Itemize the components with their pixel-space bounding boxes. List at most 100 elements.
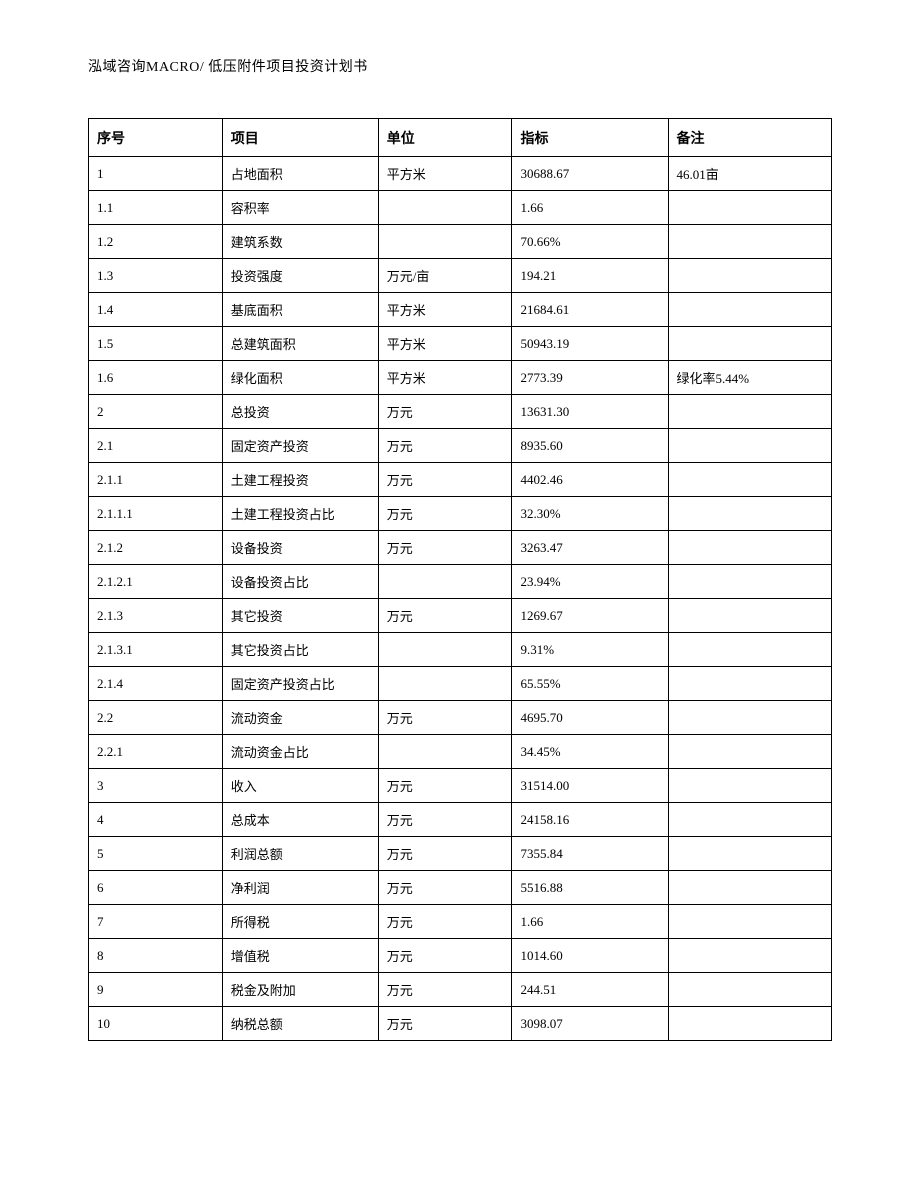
table-cell: 土建工程投资 bbox=[222, 463, 378, 497]
table-row: 2.1.4固定资产投资占比65.55% bbox=[89, 667, 832, 701]
table-cell: 绿化率5.44% bbox=[668, 361, 832, 395]
table-cell: 万元 bbox=[378, 939, 512, 973]
table-cell bbox=[668, 259, 832, 293]
table-body: 1占地面积平方米30688.6746.01亩1.1容积率1.661.2建筑系数7… bbox=[89, 157, 832, 1041]
table-cell: 平方米 bbox=[378, 157, 512, 191]
table-cell: 2.1.2 bbox=[89, 531, 223, 565]
table-cell: 2.2 bbox=[89, 701, 223, 735]
table-cell: 固定资产投资 bbox=[222, 429, 378, 463]
table-cell: 4402.46 bbox=[512, 463, 668, 497]
table-cell bbox=[668, 633, 832, 667]
table-row: 1.4基底面积平方米21684.61 bbox=[89, 293, 832, 327]
table-cell: 万元 bbox=[378, 769, 512, 803]
table-row: 1.3投资强度万元/亩194.21 bbox=[89, 259, 832, 293]
data-table: 序号 项目 单位 指标 备注 1占地面积平方米30688.6746.01亩1.1… bbox=[88, 118, 832, 1041]
table-cell: 65.55% bbox=[512, 667, 668, 701]
table-cell: 1.66 bbox=[512, 191, 668, 225]
table-cell bbox=[668, 565, 832, 599]
table-cell: 46.01亩 bbox=[668, 157, 832, 191]
page-container: 泓域咨询MACRO/ 低压附件项目投资计划书 序号 项目 单位 指标 备注 1占… bbox=[0, 0, 920, 1041]
table-cell: 1.6 bbox=[89, 361, 223, 395]
table-cell: 设备投资占比 bbox=[222, 565, 378, 599]
table-cell: 设备投资 bbox=[222, 531, 378, 565]
table-cell: 2.1.3 bbox=[89, 599, 223, 633]
table-row: 5利润总额万元7355.84 bbox=[89, 837, 832, 871]
table-row: 10纳税总额万元3098.07 bbox=[89, 1007, 832, 1041]
table-cell: 3 bbox=[89, 769, 223, 803]
table-cell: 2.1.1 bbox=[89, 463, 223, 497]
table-cell: 平方米 bbox=[378, 361, 512, 395]
table-cell: 31514.00 bbox=[512, 769, 668, 803]
col-header-indicator: 指标 bbox=[512, 119, 668, 157]
table-cell: 万元 bbox=[378, 871, 512, 905]
table-cell: 固定资产投资占比 bbox=[222, 667, 378, 701]
table-cell: 3263.47 bbox=[512, 531, 668, 565]
table-cell bbox=[378, 633, 512, 667]
table-row: 1.2建筑系数70.66% bbox=[89, 225, 832, 259]
table-cell: 总投资 bbox=[222, 395, 378, 429]
table-cell bbox=[668, 939, 832, 973]
table-cell bbox=[668, 769, 832, 803]
table-cell: 4695.70 bbox=[512, 701, 668, 735]
table-cell: 利润总额 bbox=[222, 837, 378, 871]
table-cell bbox=[378, 735, 512, 769]
table-cell: 7355.84 bbox=[512, 837, 668, 871]
table-row: 1.1容积率 1.66 bbox=[89, 191, 832, 225]
table-row: 2.2.1流动资金占比 34.45% bbox=[89, 735, 832, 769]
table-cell: 1.1 bbox=[89, 191, 223, 225]
table-cell bbox=[378, 667, 512, 701]
table-cell: 万元 bbox=[378, 429, 512, 463]
table-cell: 50943.19 bbox=[512, 327, 668, 361]
table-cell: 基底面积 bbox=[222, 293, 378, 327]
table-cell: 2.2.1 bbox=[89, 735, 223, 769]
table-cell bbox=[378, 225, 512, 259]
table-cell bbox=[378, 565, 512, 599]
table-cell: 1.4 bbox=[89, 293, 223, 327]
table-cell bbox=[668, 497, 832, 531]
table-cell: 流动资金 bbox=[222, 701, 378, 735]
table-cell: 投资强度 bbox=[222, 259, 378, 293]
table-cell: 8935.60 bbox=[512, 429, 668, 463]
table-cell: 34.45% bbox=[512, 735, 668, 769]
table-cell bbox=[668, 871, 832, 905]
table-cell: 总成本 bbox=[222, 803, 378, 837]
table-cell: 绿化面积 bbox=[222, 361, 378, 395]
table-cell: 2.1.3.1 bbox=[89, 633, 223, 667]
table-cell: 万元 bbox=[378, 973, 512, 1007]
table-cell: 6 bbox=[89, 871, 223, 905]
table-cell: 2.1 bbox=[89, 429, 223, 463]
table-cell: 32.30% bbox=[512, 497, 668, 531]
table-cell: 平方米 bbox=[378, 293, 512, 327]
table-cell: 万元 bbox=[378, 497, 512, 531]
table-header-row: 序号 项目 单位 指标 备注 bbox=[89, 119, 832, 157]
table-cell: 1.3 bbox=[89, 259, 223, 293]
table-cell: 税金及附加 bbox=[222, 973, 378, 1007]
table-cell: 9.31% bbox=[512, 633, 668, 667]
table-row: 2总投资万元13631.30 bbox=[89, 395, 832, 429]
table-cell: 收入 bbox=[222, 769, 378, 803]
table-cell bbox=[668, 905, 832, 939]
col-header-remark: 备注 bbox=[668, 119, 832, 157]
table-cell: 2.1.2.1 bbox=[89, 565, 223, 599]
table-cell bbox=[668, 973, 832, 1007]
table-cell: 万元/亩 bbox=[378, 259, 512, 293]
table-cell bbox=[668, 225, 832, 259]
table-cell: 244.51 bbox=[512, 973, 668, 1007]
table-cell: 1269.67 bbox=[512, 599, 668, 633]
table-row: 1.6绿化面积平方米2773.39绿化率5.44% bbox=[89, 361, 832, 395]
col-header-item: 项目 bbox=[222, 119, 378, 157]
table-cell: 流动资金占比 bbox=[222, 735, 378, 769]
table-cell: 万元 bbox=[378, 463, 512, 497]
table-cell: 10 bbox=[89, 1007, 223, 1041]
table-cell: 容积率 bbox=[222, 191, 378, 225]
table-cell: 1.66 bbox=[512, 905, 668, 939]
table-cell: 9 bbox=[89, 973, 223, 1007]
table-cell: 净利润 bbox=[222, 871, 378, 905]
table-cell: 其它投资占比 bbox=[222, 633, 378, 667]
table-cell: 1.5 bbox=[89, 327, 223, 361]
table-row: 8增值税万元1014.60 bbox=[89, 939, 832, 973]
table-cell: 平方米 bbox=[378, 327, 512, 361]
table-row: 2.1.1土建工程投资万元4402.46 bbox=[89, 463, 832, 497]
table-cell bbox=[668, 531, 832, 565]
table-cell: 1 bbox=[89, 157, 223, 191]
